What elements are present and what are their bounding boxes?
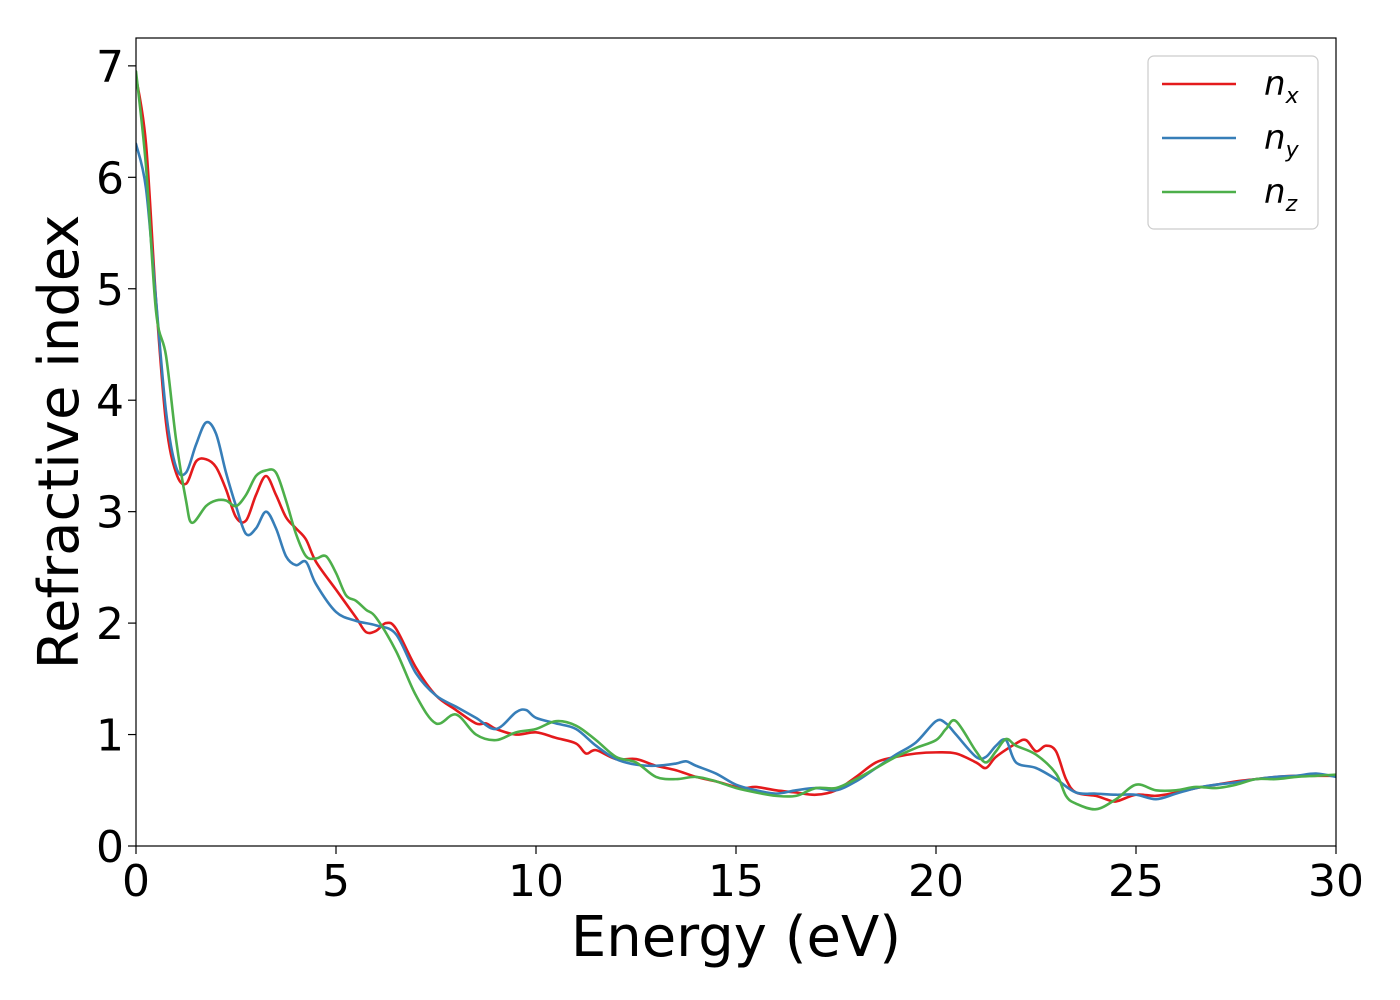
x-tick-label: 0 <box>122 856 150 907</box>
y-tick-label: 1 <box>96 711 124 762</box>
y-tick-label: 2 <box>96 599 124 650</box>
x-tick-label: 15 <box>708 856 764 907</box>
y-tick-label: 3 <box>96 488 124 539</box>
legend-box <box>1147 55 1319 230</box>
y-tick-label: 0 <box>96 822 124 873</box>
y-tick-label: 6 <box>96 153 124 204</box>
y-tick-label: 7 <box>96 42 124 93</box>
x-tick-label: 5 <box>322 856 350 907</box>
x-tick-label: 30 <box>1308 856 1364 907</box>
series-line-ny <box>136 142 1336 801</box>
x-axis-ticks: 0 5 10 15 20 25 30 <box>122 846 1364 907</box>
legend: nx ny nz <box>1147 55 1319 230</box>
y-axis-title: Refractive index <box>27 215 92 670</box>
x-tick-label: 20 <box>908 856 964 907</box>
x-axis-title: Energy (eV) <box>571 905 901 970</box>
series-line-nz <box>136 70 1336 811</box>
y-tick-label: 4 <box>96 376 124 427</box>
x-tick-label: 25 <box>1108 856 1164 907</box>
x-tick-label: 10 <box>508 856 564 907</box>
legend-label-nx: nx <box>1264 64 1300 109</box>
legend-label-ny: ny <box>1264 118 1300 163</box>
y-axis-ticks: 0 1 2 3 4 5 6 7 <box>96 42 136 873</box>
legend-label-nz: nz <box>1264 172 1298 217</box>
y-tick-label: 5 <box>96 265 124 316</box>
series-layer <box>136 70 1336 811</box>
plot-area <box>136 38 1336 846</box>
